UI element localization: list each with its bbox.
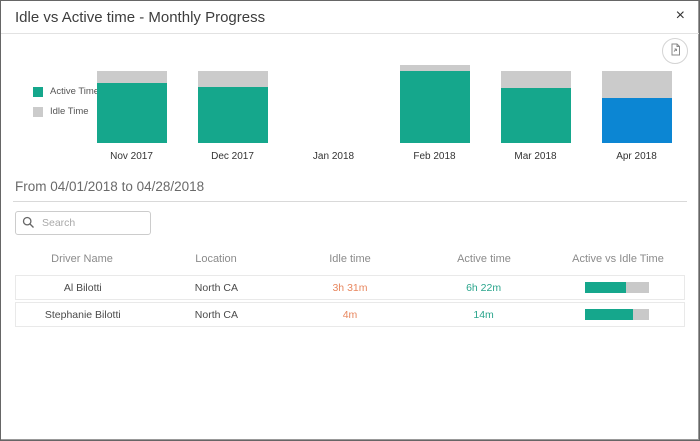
- dialog-header: Idle vs Active time - Monthly Progress ×: [1, 1, 699, 34]
- active-vs-idle-cell: [550, 282, 684, 293]
- export-image-icon: [669, 43, 682, 59]
- chart-slot: Mar 2018: [485, 60, 586, 162]
- location-cell: North CA: [194, 308, 238, 321]
- close-icon[interactable]: ×: [675, 7, 685, 24]
- stacked-bar[interactable]: [601, 71, 672, 143]
- column-header: Idle time: [329, 253, 371, 265]
- idle-segment: [399, 65, 470, 71]
- stacked-bar[interactable]: [197, 71, 268, 143]
- active-fill: [585, 282, 627, 293]
- active-time-cell: 6h 22m: [466, 281, 502, 294]
- legend-swatch-icon: [33, 106, 43, 117]
- active-segment: [96, 83, 167, 143]
- active-vs-idle-cell: [550, 309, 684, 320]
- stacked-bar[interactable]: [500, 71, 571, 143]
- active-segment: [197, 87, 268, 143]
- legend-item-active-time[interactable]: Active Time: [33, 86, 99, 97]
- drivers-table: Driver Name Location Idle time Active time A…: [15, 248, 685, 327]
- legend-item-idle-time[interactable]: Idle Time: [33, 106, 99, 117]
- table-header-row: Driver Name Location Idle time Active time A…: [15, 248, 685, 270]
- chart-slot: Nov 2017: [81, 60, 182, 162]
- chart-slot: Dec 2017: [182, 60, 283, 162]
- legend-label: Idle Time: [50, 106, 89, 117]
- month-label: Mar 2018: [514, 151, 557, 162]
- export-chart-button[interactable]: [662, 38, 688, 64]
- date-range-heading: From 04/01/2018 to 04/28/2018: [13, 179, 687, 202]
- dialog-title: Idle vs Active time - Monthly Progress: [15, 8, 266, 26]
- driver-name-cell: Stephanie Bilotti: [44, 308, 121, 321]
- driver-name-cell: Al Bilotti: [63, 281, 102, 294]
- active-segment: [500, 88, 571, 143]
- table-row[interactable]: Stephanie Bilotti North CA 4m 14m: [15, 302, 685, 327]
- stacked-bar[interactable]: [96, 71, 167, 143]
- active-vs-idle-bar: [585, 309, 650, 320]
- legend-label: Active Time: [50, 86, 100, 97]
- search-input[interactable]: [15, 211, 151, 235]
- column-header: Driver Name: [51, 253, 113, 265]
- table-body: Al Bilotti North CA 3h 31m 6h 22m Stephanie …: [15, 275, 685, 327]
- month-label: Dec 2017: [211, 151, 254, 162]
- idle-segment: [601, 71, 672, 98]
- chart-slot: Jan 2018: [283, 60, 384, 162]
- column-header: Active time: [457, 253, 511, 265]
- month-label: Jan 2018: [312, 151, 355, 162]
- table-row[interactable]: Al Bilotti North CA 3h 31m 6h 22m: [15, 275, 685, 300]
- chart-slot: Feb 2018: [384, 60, 485, 162]
- idle-time-cell: 4m: [342, 308, 358, 321]
- idle-segment: [500, 71, 571, 88]
- month-label: Nov 2017: [110, 151, 153, 162]
- stacked-bar[interactable]: [399, 65, 470, 143]
- search-box: [15, 211, 151, 235]
- active-time-cell: 14m: [473, 308, 494, 321]
- chart-bars: Nov 2017 Dec 2017 Jan 2018 Feb 2018 Mar 2018…: [81, 60, 687, 162]
- monthly-progress-chart: Active Time Idle Time Nov 2017 Dec 2017 Jan…: [1, 34, 699, 165]
- legend-swatch-icon: [33, 86, 43, 97]
- active-vs-idle-bar: [585, 282, 650, 293]
- chart-legend: Active Time Idle Time: [33, 86, 99, 126]
- active-fill: [585, 309, 634, 320]
- month-label: Apr 2018: [616, 151, 657, 162]
- column-header: Active vs Idle Time: [572, 253, 664, 265]
- active-segment: [601, 98, 672, 143]
- column-header: Location: [195, 253, 237, 265]
- idle-segment: [96, 71, 167, 83]
- idle-time-cell: 3h 31m: [332, 281, 368, 294]
- active-segment: [399, 71, 470, 143]
- month-label: Feb 2018: [413, 151, 456, 162]
- idle-segment: [197, 71, 268, 87]
- chart-slot: Apr 2018: [586, 60, 687, 162]
- location-cell: North CA: [194, 281, 238, 294]
